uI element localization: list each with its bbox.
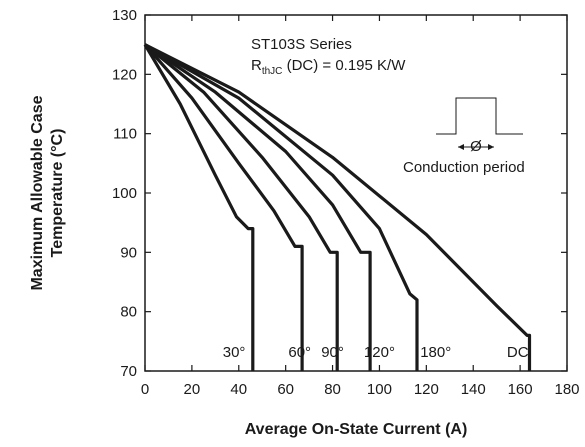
y-tick-label: 110	[113, 126, 137, 143]
curve-label-30deg: 30°	[223, 344, 246, 361]
inset-label: Conduction period	[403, 159, 525, 176]
x-tick-label: 140	[461, 381, 486, 398]
y-axis-title-line2: Temperature (°C)	[49, 129, 66, 258]
curve-180deg	[144, 43, 419, 371]
inset-symbol: Ø	[470, 138, 482, 155]
thermal-resistance: RthJC (DC) = 0.195 K/W	[251, 57, 406, 77]
curve-120deg	[144, 43, 372, 371]
series-title: ST103S Series	[251, 36, 352, 53]
x-tick-label: 180	[554, 381, 579, 398]
y-tick-label: 130	[112, 7, 137, 24]
x-tick-label: 40	[230, 381, 247, 398]
y-tick-label: 100	[112, 185, 137, 202]
x-tick-label: 120	[414, 381, 439, 398]
inset-arrow-left	[458, 144, 464, 150]
curve-dc	[144, 43, 532, 371]
curve-label-dc: DC	[507, 344, 529, 361]
curves	[143, 43, 532, 371]
x-tick-label: 0	[141, 381, 149, 398]
y-tick-label: 90	[120, 244, 137, 261]
inset-waveform	[436, 97, 523, 135]
thermal-resistance-value: (DC) = 0.195 K/W	[282, 57, 406, 74]
y-tick-label: 70	[120, 363, 137, 380]
y-axis-title: Maximum Allowable Case Temperature (°C)	[29, 95, 66, 290]
curve-label-180deg: 180°	[420, 344, 451, 361]
curve-label-120deg: 120°	[364, 344, 395, 361]
inset-arrow-right	[488, 144, 494, 150]
x-tick-label: 160	[508, 381, 533, 398]
x-tick-label: 60	[277, 381, 294, 398]
y-tick-label: 120	[112, 66, 137, 83]
curve-labels: 30° 60° 90° 120° 180° DC	[223, 344, 529, 361]
thermal-resistance-prefix: R	[251, 57, 262, 74]
conduction-period-inset: Ø Conduction period	[403, 97, 525, 176]
curve-60deg	[143, 43, 304, 371]
curve-30deg	[143, 43, 255, 371]
x-tick-label: 20	[184, 381, 201, 398]
thermal-resistance-subscript: thJC	[262, 66, 283, 77]
curve-label-60deg: 60°	[288, 344, 311, 361]
x-tick-label: 80	[324, 381, 341, 398]
x-tick-label: 100	[367, 381, 392, 398]
curve-90deg	[143, 43, 339, 371]
curve-label-90deg: 90°	[321, 344, 344, 361]
axis-ticks: 0 20 40 60 80 100 120 140 160 180 70 80 90 100 110 120 1…	[112, 7, 580, 398]
y-tick-label: 80	[120, 304, 137, 321]
y-axis-title-line1: Maximum Allowable Case	[29, 95, 46, 290]
x-axis-title: Average On-State Current (A)	[245, 421, 468, 438]
